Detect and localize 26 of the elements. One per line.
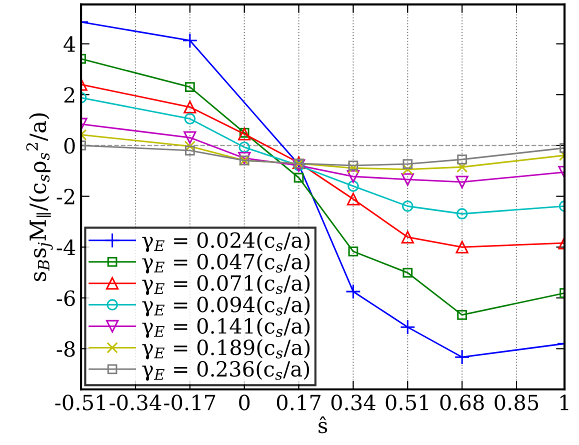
y-tick-label: -6: [56, 290, 75, 306]
x-tick-label: -0.34: [110, 394, 162, 410]
x-tick-label: 0.51: [386, 394, 428, 410]
x-tick-label: 0.85: [494, 394, 538, 410]
x-tick-label: 0.68: [440, 394, 484, 410]
legend-label: γ$_{E}$ = 0.047(c$_{s}$/a): [142, 253, 310, 274]
legend-label: γ$_{E}$ = 0.189(c$_{s}$/a): [142, 339, 310, 360]
legend-label: γ$_{E}$ = 0.024(c$_{s}$/a): [142, 232, 310, 252]
legend-label: γ$_{E}$ = 0.236(c$_{s}$/a): [142, 360, 310, 381]
x-tick-label: 1: [560, 394, 568, 410]
legend-label: γ$_{E}$ = 0.141(c$_{s}$/a): [142, 318, 310, 338]
text: s$_{B}$s$_{j}$M$_{∥}$/(c$_{s}$ρ$_{s}$$^{2}$/a): [26, 113, 53, 281]
x-tick-label: 0.17: [276, 394, 320, 410]
x-tick-label: 0.34: [331, 394, 376, 410]
x-tick-label: -0.51: [55, 394, 105, 410]
y-tick-label: 0: [64, 138, 75, 154]
x-tick-label: 0: [239, 394, 250, 410]
x-tick-label: -0.17: [164, 394, 216, 410]
legend-label: γ$_{E}$ = 0.094(c$_{s}$/a): [142, 296, 310, 316]
y-tick-label: -2: [56, 188, 74, 204]
y-tick-label: -8: [56, 341, 75, 357]
x-axis-title: ŝ: [318, 416, 328, 434]
legend-label: γ$_{E}$ = 0.071(c$_{s}$/a): [142, 274, 310, 295]
y-tick-label: 2: [64, 87, 74, 103]
y-tick-label: 4: [64, 36, 76, 52]
y-tick-label: -4: [56, 240, 76, 256]
